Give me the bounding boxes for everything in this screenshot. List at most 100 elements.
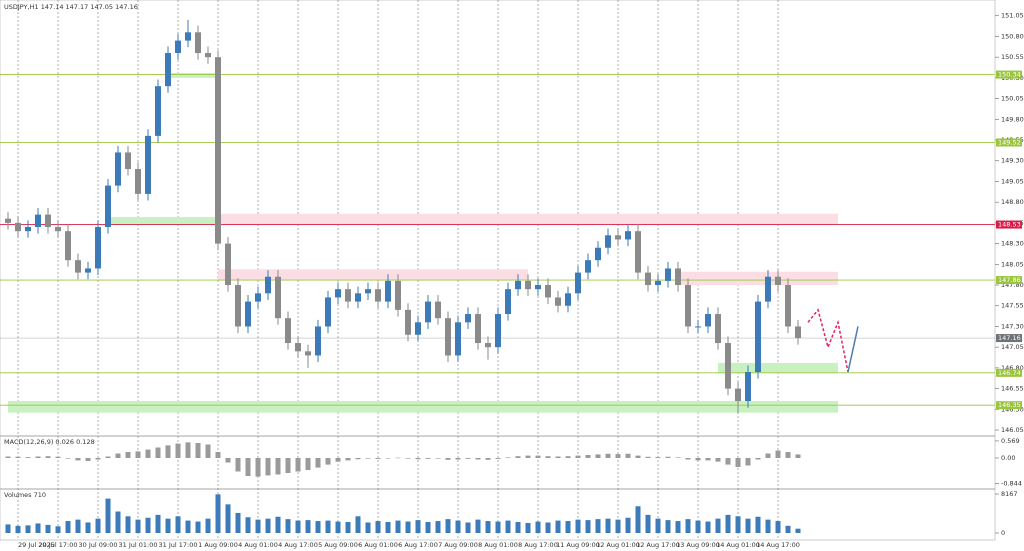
candle-body: [455, 322, 461, 356]
candle-body: [65, 231, 71, 261]
bar: [165, 518, 171, 533]
bar: [795, 454, 801, 458]
candle-body: [465, 314, 471, 323]
bar: [535, 455, 541, 458]
candle-body: [55, 227, 61, 232]
candle-body: [75, 260, 81, 273]
candle-body: [785, 285, 791, 327]
bar: [465, 522, 471, 533]
bar: [375, 458, 381, 459]
y-tick-label: 146.30: [1001, 405, 1024, 413]
bar: [265, 518, 271, 533]
bar: [705, 458, 711, 461]
bar: [115, 453, 121, 458]
candle-body: [615, 235, 621, 240]
level-tag: [996, 334, 1022, 343]
bar: [695, 458, 701, 461]
x-tick-label: 30 Jul 09:00: [79, 541, 118, 549]
volume-header: Volumes 710: [4, 491, 46, 499]
x-tick-label: 6 Aug 01:00: [358, 541, 398, 549]
level-label: 150.34: [998, 71, 1021, 79]
bar: [135, 519, 141, 533]
bar: [305, 520, 311, 533]
bar: [425, 458, 431, 459]
candle-body: [375, 289, 381, 302]
bar: [585, 520, 591, 533]
bar: [205, 518, 211, 533]
bar: [125, 452, 131, 458]
bar: [295, 520, 301, 533]
zone: [168, 72, 218, 78]
y-tick-label: 147.80: [1001, 281, 1024, 289]
bar: [775, 521, 781, 533]
candle-body: [35, 214, 41, 228]
bar: [55, 456, 61, 458]
bar: [155, 447, 161, 458]
bar: [565, 521, 571, 533]
bar: [35, 456, 41, 458]
bar: [405, 521, 411, 533]
zone: [108, 217, 218, 225]
bar: [365, 522, 371, 533]
bar: [95, 518, 101, 533]
bar: [445, 458, 451, 460]
candle-body: [365, 289, 371, 294]
candle-body: [445, 318, 451, 356]
bar: [415, 520, 421, 533]
bar: [15, 456, 21, 458]
bar: [605, 518, 611, 533]
bar: [5, 456, 11, 458]
candle-body: [765, 276, 771, 302]
candle-body: [5, 218, 11, 223]
bar: [45, 456, 51, 458]
candle-body: [285, 318, 291, 344]
candle-body: [355, 293, 361, 302]
candle-body: [435, 301, 441, 319]
bar: [15, 525, 21, 533]
bar: [165, 445, 171, 458]
candle-body: [155, 86, 161, 136]
candle-body: [395, 280, 401, 310]
bar: [175, 516, 181, 533]
bar: [635, 455, 641, 458]
bar: [535, 521, 541, 533]
bar: [85, 522, 91, 533]
bar: [615, 454, 621, 458]
bar: [605, 453, 611, 458]
candle-body: [635, 231, 641, 273]
candle-body: [495, 314, 501, 348]
y-tick-label: 151.05: [1001, 12, 1024, 20]
y-tick-label: 146.05: [1001, 426, 1024, 434]
candle-body: [685, 285, 691, 327]
x-tick-label: 29 Jul 17:00: [39, 541, 78, 549]
bar: [435, 521, 441, 533]
bar: [775, 450, 781, 458]
bar: [515, 456, 521, 458]
x-tick-label: 6 Aug 17:00: [398, 541, 438, 549]
candle-body: [715, 314, 721, 344]
bar: [245, 517, 251, 533]
bar: [575, 519, 581, 533]
bar: [785, 525, 791, 533]
bar: [25, 525, 31, 533]
level-label: 146.74: [998, 369, 1021, 377]
candle-body: [135, 169, 141, 194]
bar: [745, 518, 751, 533]
symbol-header: USDJPY,H1 147.14 147.17 147.05 147.16: [4, 3, 138, 11]
bar: [505, 520, 511, 533]
zone: [218, 269, 528, 281]
candle-body: [105, 185, 111, 228]
candle-body: [85, 268, 91, 273]
bar: [105, 456, 111, 458]
bar: [45, 524, 51, 533]
bar: [315, 521, 321, 533]
candle-body: [325, 297, 331, 327]
candle-body: [505, 289, 511, 315]
bar: [145, 449, 151, 458]
bar: [345, 522, 351, 533]
x-tick-label: 14 Aug 17:00: [756, 541, 800, 549]
bar: [725, 458, 731, 465]
candle-body: [195, 32, 201, 54]
macd-header: MACD(12,26,9) 0.026 0.128: [4, 438, 95, 446]
bar: [685, 458, 691, 460]
